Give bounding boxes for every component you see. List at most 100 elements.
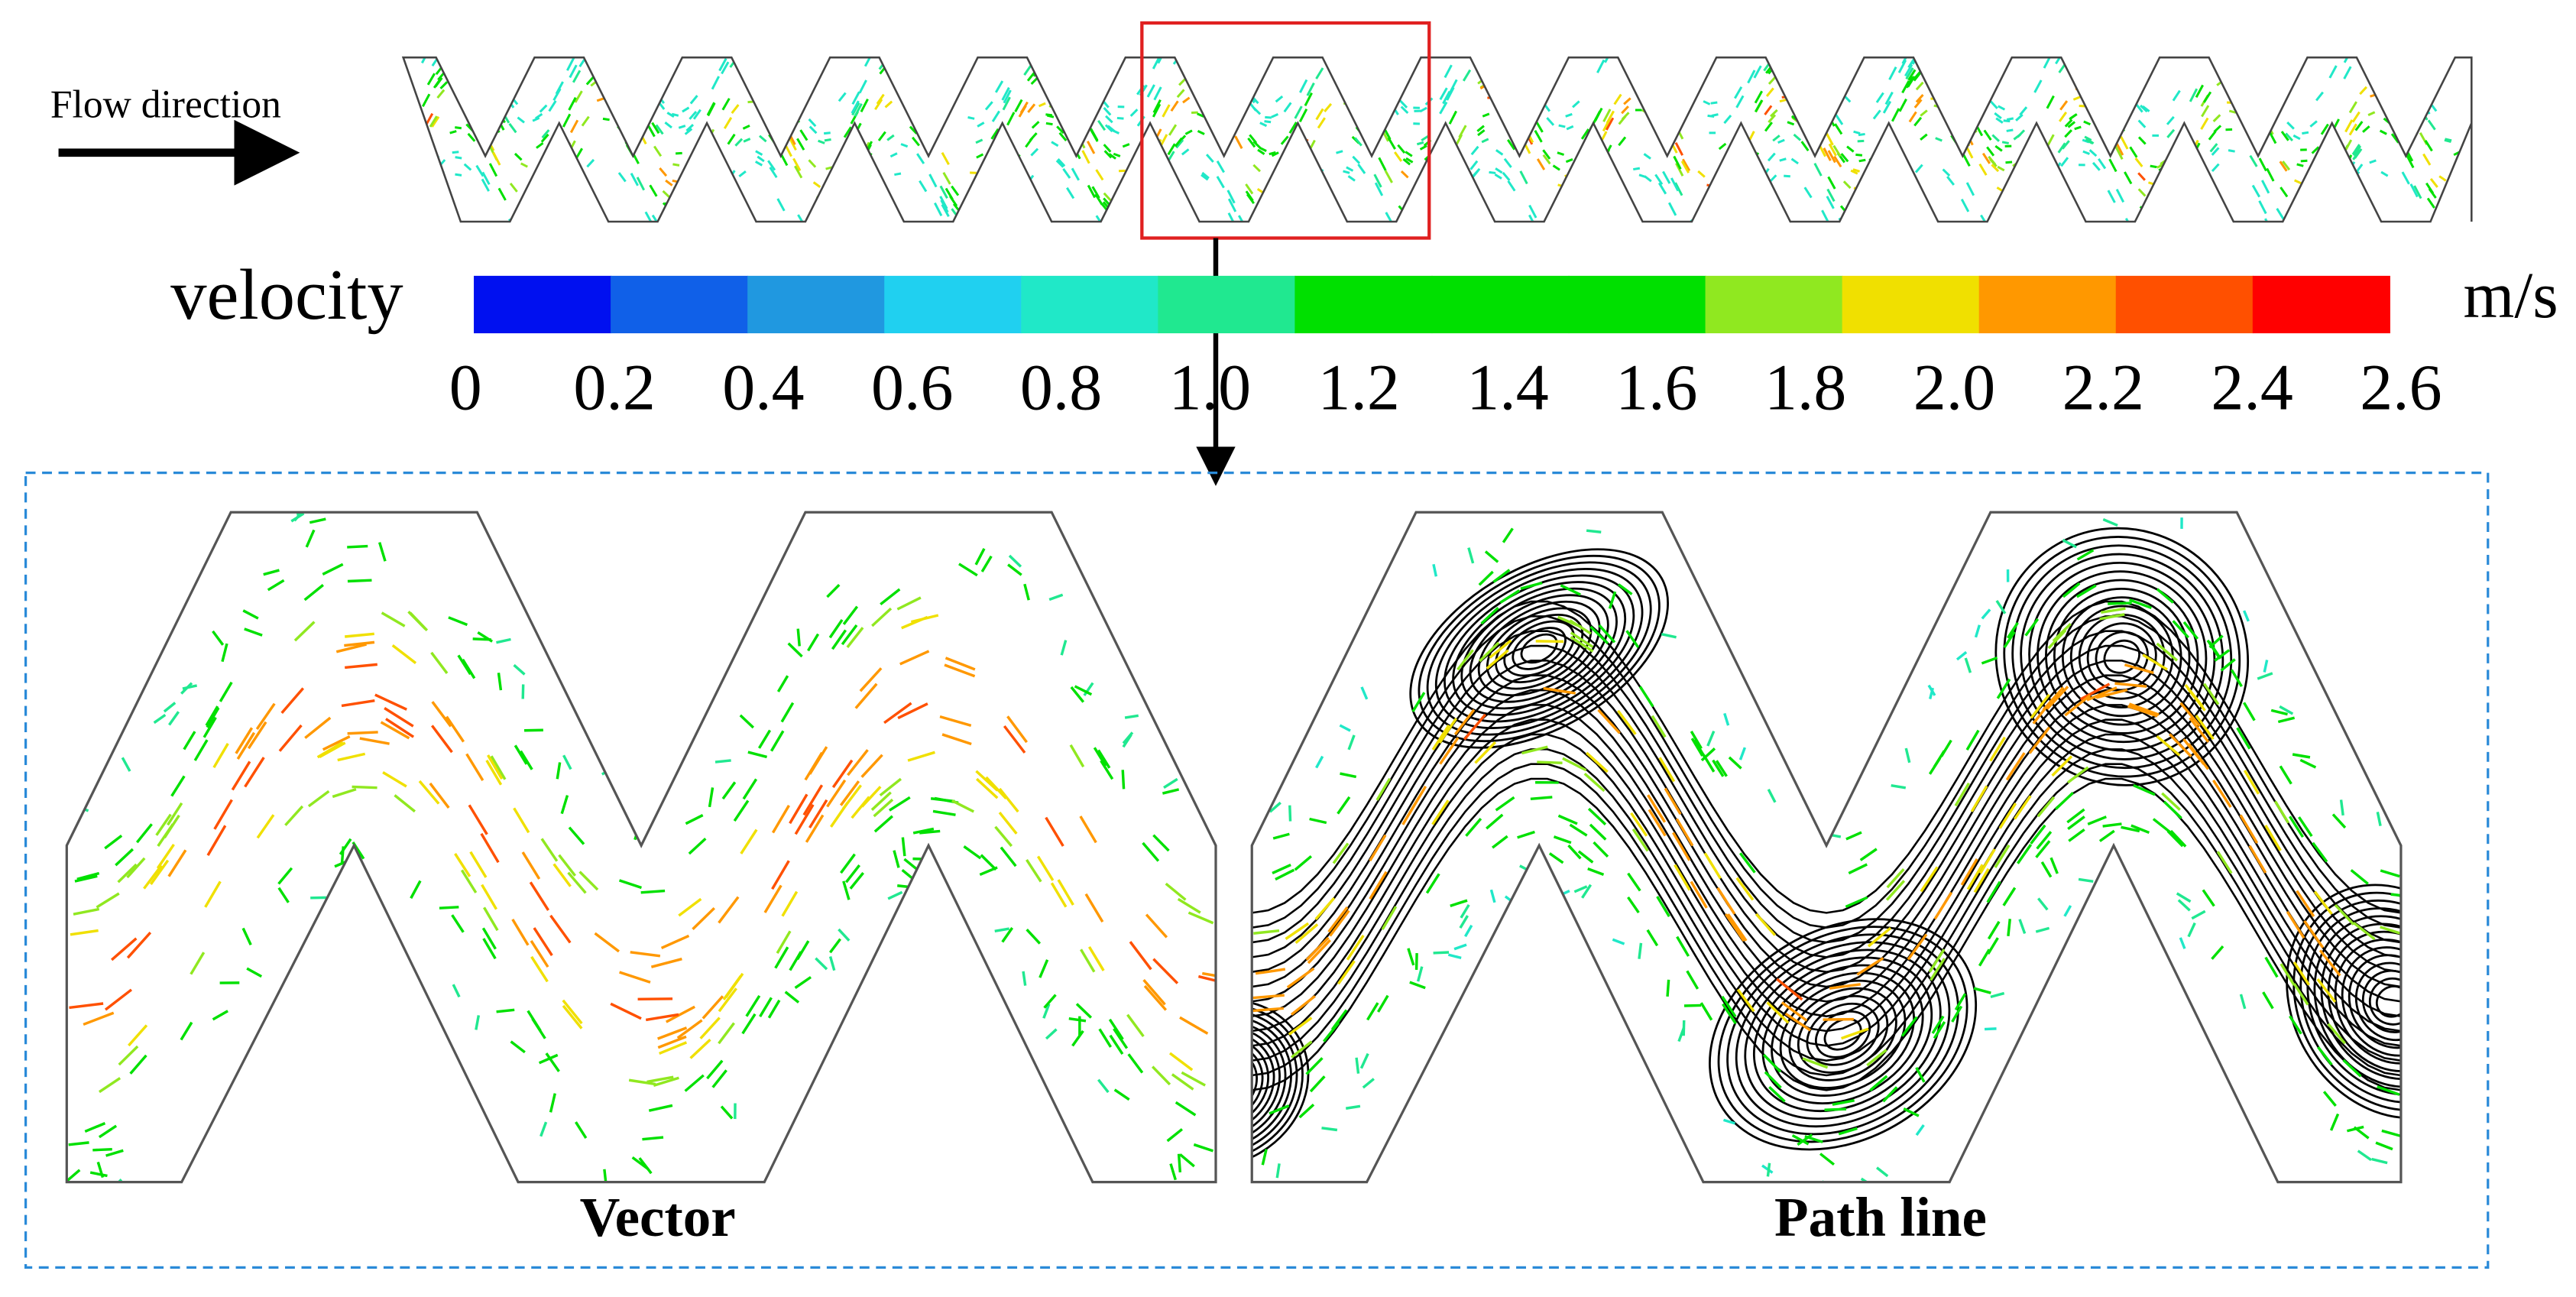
- flow-vector: [1007, 563, 1022, 576]
- flow-vector: [711, 76, 721, 90]
- flow-vector: [345, 632, 374, 638]
- flow-vector: [1149, 206, 1158, 221]
- flow-vector: [642, 1136, 664, 1141]
- flow-vector: [1051, 141, 1059, 148]
- flow-vector: [700, 233, 707, 245]
- channel-wall: [1250, 511, 2403, 1184]
- streamline: [2341, 946, 2401, 1057]
- flow-vector: [2449, 177, 2457, 181]
- flow-vector: [1722, 1118, 1735, 1125]
- flow-vector: [780, 702, 795, 723]
- colorbar-segment: [747, 275, 886, 334]
- flow-vector: [2067, 121, 2076, 128]
- flow-vector: [1823, 82, 1832, 96]
- flow-vector: [1801, 47, 1808, 57]
- flow-vector: [2201, 105, 2210, 118]
- flow-vector: [676, 151, 682, 155]
- flow-vector: [570, 163, 579, 177]
- flow-vector: [562, 113, 572, 128]
- flow-vector: [1621, 112, 1630, 121]
- flow-vector: [2286, 121, 2295, 130]
- flow-vector: [808, 799, 828, 828]
- flow-vector: [1076, 105, 1085, 120]
- flow-vector: [1046, 114, 1055, 118]
- flow-vector: [1414, 953, 1418, 970]
- flow-vector: [2282, 161, 2291, 171]
- flow-vector: [1197, 974, 1216, 986]
- flow-vector: [1584, 498, 1586, 509]
- flow-vector: [1537, 760, 1563, 764]
- flow-vector: [1259, 219, 1268, 222]
- flow-vector: [1641, 40, 1648, 43]
- flow-vector: [1975, 95, 1985, 109]
- flow-vector: [2102, 126, 2111, 139]
- flow-vector: [2353, 1126, 2370, 1140]
- flow-vector: [1596, 59, 1606, 73]
- flow-vector: [2102, 822, 2122, 828]
- flow-vector: [1991, 134, 2001, 142]
- flow-vector: [2103, 111, 2112, 125]
- flow-vector: [760, 24, 766, 29]
- flow-vector: [403, 196, 411, 209]
- flow-vector: [1507, 180, 1516, 192]
- flow-vector: [1612, 34, 1619, 45]
- flow-vector: [1562, 757, 1587, 772]
- flow-vector: [1181, 148, 1190, 156]
- flow-vector: [2302, 131, 2309, 135]
- flow-vector: [689, 1038, 711, 1059]
- flow-vector: [2182, 158, 2192, 173]
- flow-vector: [672, 163, 680, 167]
- flow-vector: [156, 843, 175, 869]
- streamline: [1252, 689, 2401, 1003]
- flow-vector: [1767, 152, 1776, 162]
- flow-vector: [1489, 639, 1512, 659]
- flow-vector: [894, 172, 902, 177]
- flow-vector: [1101, 234, 1108, 242]
- flow-vector: [808, 159, 817, 168]
- flow-vector: [1651, 67, 1661, 78]
- flow-vector: [1797, 57, 1806, 58]
- flow-vector: [2292, 753, 2311, 759]
- flow-vector: [846, 627, 864, 648]
- flow-vector: [695, 179, 705, 191]
- flow-vector: [2011, 171, 2020, 177]
- flow-vector: [524, 216, 532, 220]
- flow-vector: [860, 754, 883, 778]
- flow-vector: [1431, 724, 1450, 751]
- flow-vector: [128, 1024, 148, 1047]
- flow-vector: [1108, 153, 1116, 160]
- flow-vector: [1359, 1052, 1369, 1069]
- flow-vector: [1142, 224, 1149, 235]
- flow-vector: [1086, 141, 1096, 154]
- flow-vector: [2061, 140, 2070, 150]
- flow-vector: [1113, 216, 1122, 221]
- flow-vector: [422, 93, 431, 107]
- flow-vector: [1737, 177, 1746, 190]
- flow-vector: [1754, 90, 1763, 104]
- flow-vector: [1920, 133, 1928, 141]
- flow-vector: [2403, 42, 2410, 54]
- flow-vector: [1480, 606, 1499, 625]
- flow-vector: [1288, 122, 1298, 134]
- flow-vector: [1113, 1028, 1129, 1049]
- flow-vector: [941, 733, 972, 746]
- flow-vector: [897, 884, 914, 889]
- flow-vector: [965, 216, 973, 222]
- flow-vector: [619, 106, 628, 118]
- flow-vector: [1124, 714, 1139, 719]
- flow-vector: [1621, 105, 1629, 115]
- flow-vector: [2318, 949, 2341, 977]
- flow-vector: [1908, 111, 1917, 123]
- flow-vector: [630, 57, 640, 66]
- streamline: [1994, 527, 2250, 786]
- streamline: [2313, 915, 2401, 1088]
- flow-vector: [1785, 94, 1793, 99]
- flow-vector: [1970, 785, 1988, 812]
- colorbar-tick-label: 0.4: [722, 350, 804, 423]
- colorbar-tick-label: 1.2: [1318, 350, 1400, 423]
- flow-vector: [1071, 135, 1081, 150]
- flow-vector: [1720, 194, 1729, 203]
- flow-vector: [2243, 770, 2260, 795]
- flow-vector: [1167, 179, 1176, 192]
- colorbar-segment: [1568, 275, 1706, 334]
